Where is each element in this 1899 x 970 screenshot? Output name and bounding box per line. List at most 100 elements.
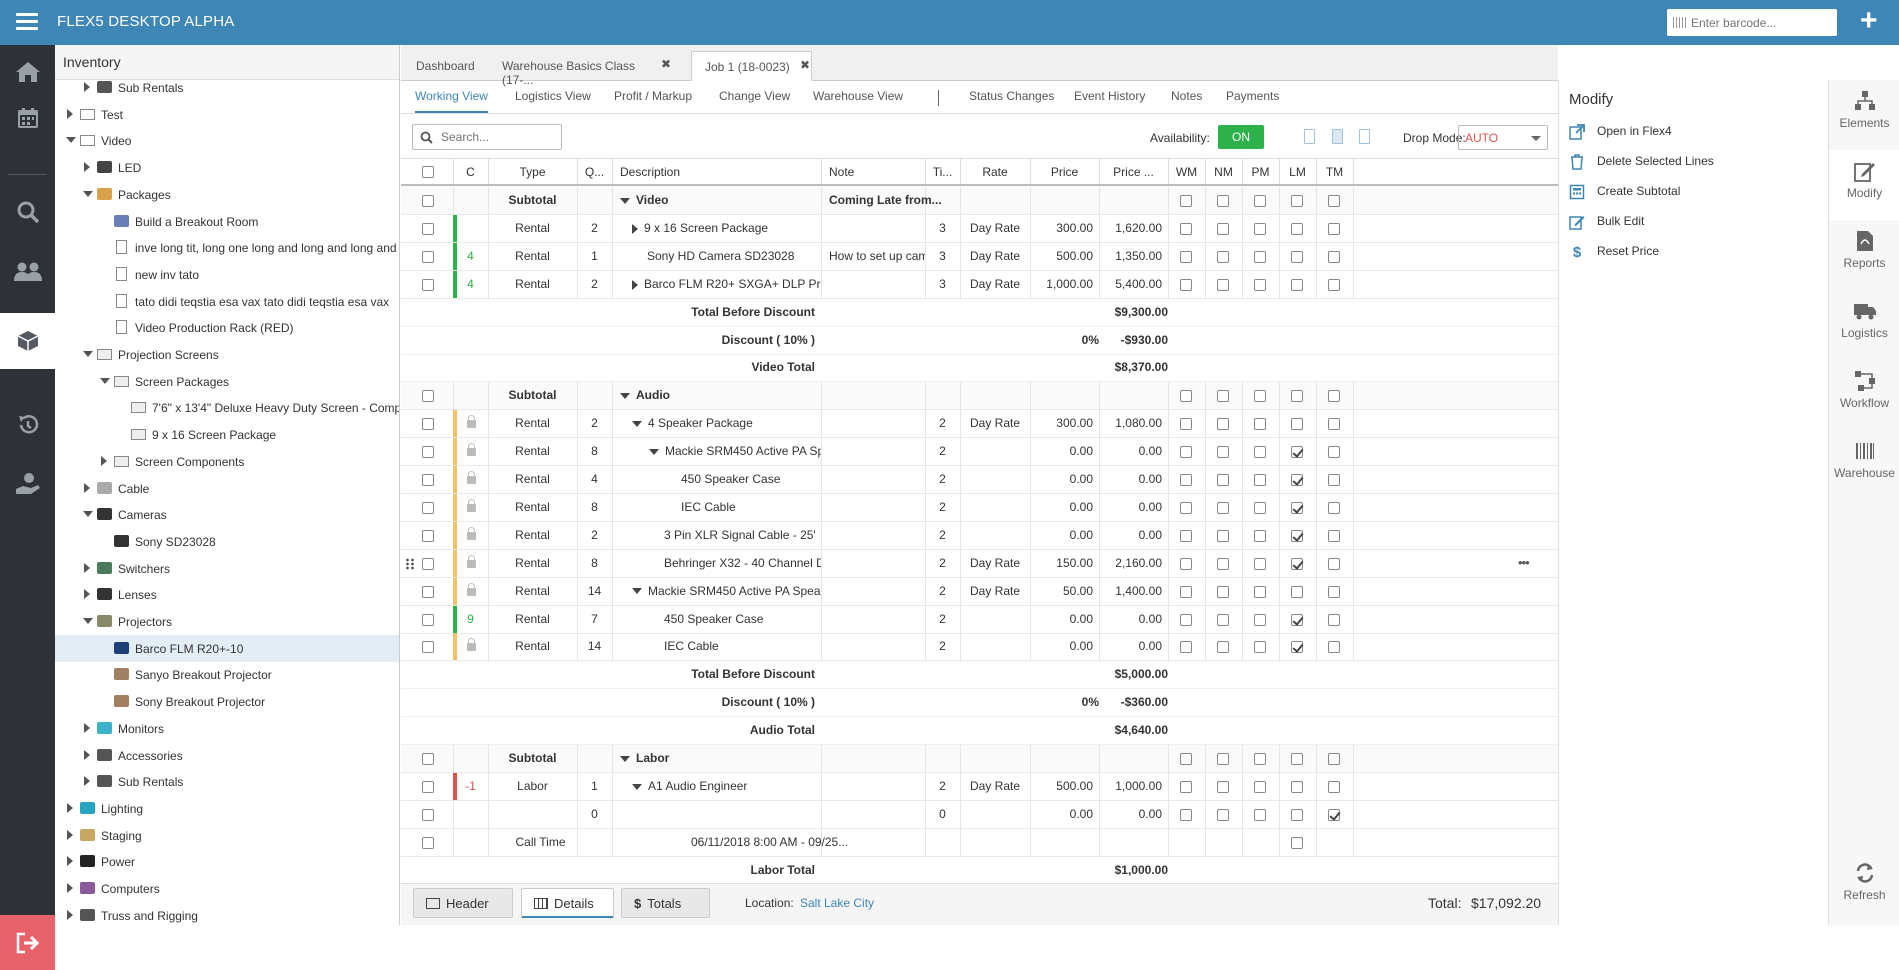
status-checkbox[interactable] [1254,529,1266,542]
caret-right-icon[interactable] [101,455,107,466]
calendar-icon[interactable] [0,91,55,145]
tab-status-changes[interactable]: Status Changes [969,89,1055,103]
status-checkbox[interactable] [1254,446,1266,459]
tab-warehouse-basics[interactable]: Warehouse Basics Class (17-... ✖ [489,51,679,87]
tree-item[interactable]: Sub Rentals [55,768,399,795]
table-row[interactable]: Rental 2 4 Speaker Package 2 Day Rate 300.00 1… [401,410,1558,439]
status-checkbox[interactable] [1291,250,1303,263]
tree-item[interactable]: Sanyo Breakout Projector [55,661,399,688]
status-checkbox[interactable] [1291,808,1303,821]
caret-down-icon[interactable] [620,755,630,762]
tree-item[interactable]: Accessories [55,742,399,769]
status-checkbox[interactable] [1180,250,1192,263]
barcode-field[interactable] [1667,9,1837,36]
reports-button[interactable]: Reports [1829,220,1899,290]
elements-button[interactable]: Elements [1829,80,1899,150]
tab-event-history[interactable]: Event History [1074,89,1146,103]
status-checkbox[interactable] [1254,250,1266,263]
column-header[interactable]: Note [829,165,855,179]
status-checkbox[interactable] [1328,390,1340,403]
status-checkbox[interactable] [1180,585,1192,598]
add-icon[interactable]: + [1860,4,1878,37]
table-row[interactable]: Call Time 06/11/2018 8:00 AM - 09/25... [401,828,1558,857]
status-checkbox[interactable] [1254,613,1266,626]
more-options-icon[interactable]: ••• [1518,554,1530,570]
caret-right-icon[interactable] [84,776,90,787]
status-checkbox[interactable] [1217,585,1229,598]
row-checkbox[interactable] [422,808,434,821]
tab-logistics-view[interactable]: Logistics View [515,89,591,103]
tree-item[interactable]: Build a Breakout Room [55,208,399,235]
status-checkbox[interactable] [1328,222,1340,235]
status-checkbox[interactable] [1254,222,1266,235]
tree-item[interactable]: Power [55,848,399,875]
row-checkbox[interactable] [422,222,434,235]
status-checkbox[interactable] [1217,195,1229,207]
status-checkbox[interactable] [1328,195,1340,207]
column-header[interactable]: Ti... [932,165,953,179]
status-checkbox[interactable] [1217,557,1229,570]
table-row[interactable]: Rental 14 Mackie SRM450 Active PA Speaker 2… [401,577,1558,606]
table-row[interactable]: 4 Rental 2 Barco FLM R20+ SXGA+ DLP Proj...… [401,270,1558,299]
subtotal-row[interactable]: Subtotal Audio [401,382,1558,411]
status-checkbox[interactable] [1254,418,1266,431]
table-row[interactable]: Rental 8 Mackie SRM450 Active PA Spe... 2 0.… [401,438,1558,467]
status-checkbox[interactable] [1254,753,1266,765]
status-checkbox[interactable] [1328,613,1340,626]
people-icon[interactable] [0,245,55,299]
column-header[interactable]: C [466,165,475,179]
inventory-box-icon[interactable] [0,313,55,369]
status-checkbox[interactable] [1217,446,1229,459]
location-link[interactable]: Salt Lake City [800,896,875,910]
status-checkbox[interactable] [1217,613,1229,626]
column-header[interactable]: Rate [982,165,1008,179]
column-header[interactable]: Description [620,165,681,179]
caret-down-icon[interactable] [83,618,93,624]
tree-item[interactable]: Video Production Rack (RED) [55,314,399,341]
status-checkbox[interactable] [1254,641,1266,654]
caret-right-icon[interactable] [84,722,90,733]
status-checkbox[interactable] [1180,222,1192,235]
availability-toggle[interactable]: ON [1218,125,1264,149]
tree-item[interactable]: Packages [55,181,399,208]
status-checkbox[interactable] [1328,474,1340,486]
close-icon[interactable]: ✖ [661,57,672,71]
caret-down-icon[interactable] [83,351,93,357]
status-checkbox[interactable] [1291,557,1303,570]
logistics-button[interactable]: Logistics [1829,290,1899,360]
warehouse-button[interactable]: Warehouse [1829,430,1899,500]
status-checkbox[interactable] [1217,780,1229,793]
tab-notes[interactable]: Notes [1171,89,1203,103]
status-checkbox[interactable] [1180,390,1192,403]
home-icon[interactable] [0,45,55,99]
status-checkbox[interactable] [1217,278,1229,291]
status-checkbox[interactable] [1217,529,1229,542]
tab-details[interactable]: Details [521,888,614,918]
row-checkbox[interactable] [422,613,434,626]
status-checkbox[interactable] [1291,529,1303,542]
tree-item[interactable]: new inv tato [55,261,399,288]
status-checkbox[interactable] [1217,641,1229,654]
column-header[interactable]: TM [1325,165,1344,179]
status-checkbox[interactable] [1254,278,1266,291]
status-checkbox[interactable] [1291,613,1303,626]
status-checkbox[interactable] [1291,836,1303,849]
status-checkbox[interactable] [1217,753,1229,765]
column-header[interactable]: Q... [584,165,605,179]
row-checkbox[interactable] [422,418,434,431]
tree-item[interactable]: Sony Breakout Projector [55,688,399,715]
status-checkbox[interactable] [1328,753,1340,765]
column-header[interactable]: Type [519,165,546,179]
table-row[interactable]: Rental 2 3 Pin XLR Signal Cable - 25' 2 0.00… [401,521,1558,550]
status-checkbox[interactable] [1254,557,1266,570]
caret-right-icon[interactable] [632,223,638,234]
document-outline-icon[interactable] [1359,129,1370,144]
tree-item[interactable]: Staging [55,822,399,849]
tree-item[interactable]: LED [55,154,399,181]
refresh-button[interactable]: Refresh [1829,852,1899,922]
caret-down-icon[interactable] [66,137,76,144]
tree-item[interactable]: Sony SD23028 [55,528,399,555]
caret-right-icon[interactable] [84,589,90,600]
row-checkbox[interactable] [422,446,434,459]
caret-down-icon[interactable] [632,783,642,790]
